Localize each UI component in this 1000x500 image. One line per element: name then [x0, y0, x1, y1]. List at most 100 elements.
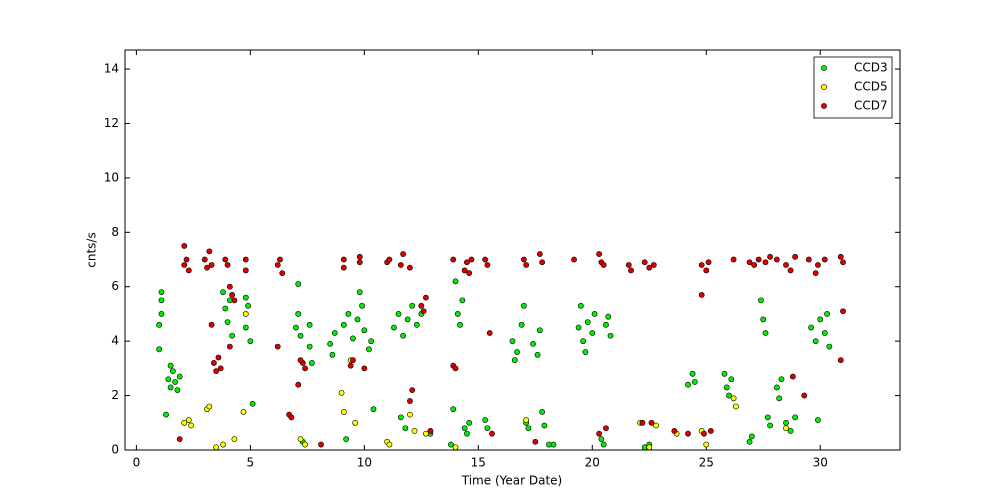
point: [409, 302, 416, 309]
point: [536, 327, 543, 334]
point: [343, 436, 350, 443]
point: [220, 289, 226, 296]
point: [340, 321, 347, 328]
x-tick-label: 0: [133, 456, 141, 470]
point: [840, 308, 846, 315]
point: [596, 430, 603, 437]
point: [240, 409, 247, 415]
point: [295, 281, 302, 287]
point: [365, 346, 372, 353]
point: [361, 365, 368, 372]
point: [340, 264, 347, 271]
point: [705, 259, 712, 266]
point: [698, 262, 705, 268]
point: [158, 311, 165, 317]
point: [158, 289, 165, 296]
point: [628, 267, 634, 274]
point: [210, 360, 217, 366]
point: [571, 256, 577, 263]
y-tick-label: 2: [111, 388, 119, 402]
point: [249, 400, 256, 407]
point: [577, 302, 584, 309]
point: [732, 403, 739, 410]
point: [760, 316, 767, 323]
point: [176, 436, 183, 443]
point: [397, 262, 404, 268]
point: [400, 251, 406, 257]
point: [407, 411, 413, 418]
point: [767, 253, 773, 260]
point: [370, 406, 377, 413]
point: [520, 256, 527, 263]
point: [723, 384, 730, 391]
point: [213, 444, 220, 451]
legend-label: CCD3: [854, 61, 888, 75]
point: [356, 289, 363, 296]
y-tick-label: 4: [111, 334, 119, 348]
point: [172, 379, 179, 385]
point: [801, 392, 808, 399]
point: [181, 243, 188, 249]
point: [466, 419, 473, 426]
point: [746, 259, 753, 266]
point: [229, 332, 236, 339]
point: [484, 262, 491, 268]
point: [466, 270, 473, 277]
x-tick-label: 20: [585, 456, 600, 470]
point: [297, 436, 304, 443]
point: [541, 422, 548, 429]
point: [215, 354, 222, 361]
point: [486, 330, 493, 336]
point: [685, 381, 691, 388]
point: [520, 302, 527, 309]
point: [222, 256, 229, 263]
point: [459, 297, 466, 304]
point: [457, 321, 463, 328]
point: [539, 259, 546, 266]
point: [206, 248, 213, 255]
point: [422, 294, 429, 301]
point: [639, 419, 646, 426]
point: [217, 365, 224, 372]
point: [575, 324, 582, 331]
point: [331, 330, 338, 336]
y-tick-label: 0: [111, 443, 119, 457]
point: [361, 327, 368, 334]
point: [420, 308, 427, 315]
point: [653, 422, 660, 429]
point: [787, 428, 794, 434]
point: [751, 262, 758, 268]
point: [368, 338, 375, 345]
point: [837, 253, 844, 260]
point: [297, 332, 304, 339]
point: [464, 259, 470, 266]
point: [484, 425, 491, 432]
point: [603, 425, 609, 432]
legend-marker: [821, 103, 827, 109]
point: [338, 389, 345, 396]
point: [603, 321, 609, 328]
point: [646, 444, 653, 451]
point: [213, 368, 220, 374]
point: [698, 291, 705, 298]
point: [746, 438, 753, 445]
point: [226, 283, 233, 290]
legend-label: CCD5: [854, 80, 888, 94]
point: [748, 433, 755, 440]
point: [783, 419, 789, 426]
legend-marker: [821, 84, 827, 90]
point: [350, 357, 356, 364]
point: [407, 398, 413, 404]
point: [600, 441, 607, 448]
point: [461, 267, 468, 274]
point: [509, 338, 516, 345]
point: [792, 414, 799, 421]
point: [183, 256, 190, 263]
point: [185, 267, 192, 274]
point: [815, 262, 821, 268]
y-tick-label: 6: [111, 279, 119, 293]
point: [767, 422, 773, 429]
point: [518, 321, 525, 328]
point: [703, 267, 710, 274]
point: [450, 406, 457, 413]
